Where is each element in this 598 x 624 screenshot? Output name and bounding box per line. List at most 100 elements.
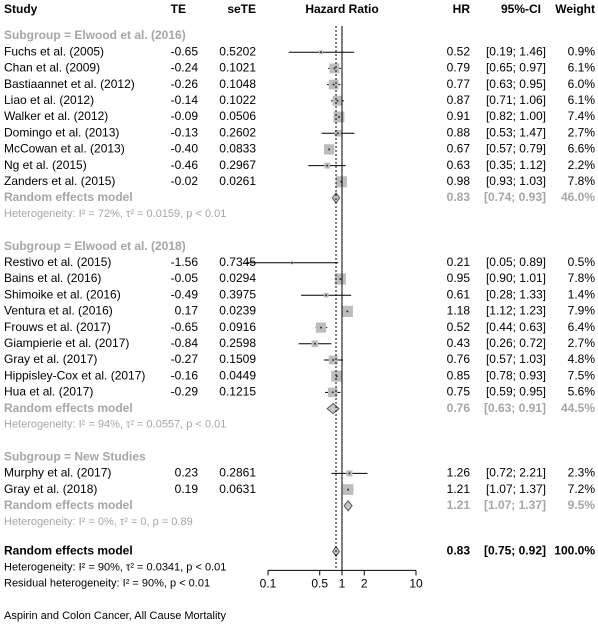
- study-sete: 0.1021: [219, 61, 256, 75]
- heterogeneity: Heterogeneity: I² = 94%, τ² = 0.0557, p …: [4, 419, 226, 431]
- study-sete: 0.2861: [219, 466, 256, 480]
- study-point: [319, 326, 322, 329]
- study-name: Shimoike et al. (2016): [4, 287, 121, 301]
- study-name: Zanders et al. (2015): [4, 174, 115, 188]
- study-hr: 0.95: [447, 271, 471, 285]
- study-sete: 0.2967: [219, 158, 256, 172]
- header-weight: Weight: [555, 2, 595, 16]
- subgroup-title: Subgroup = Elwood et al. (2018): [4, 239, 186, 253]
- summary-diamond: [343, 499, 353, 512]
- study-name: Ng et al. (2015): [4, 158, 87, 172]
- study-weight: 1.4%: [568, 287, 596, 301]
- study-te: 0.17: [175, 304, 199, 318]
- study-te: -0.05: [171, 271, 199, 285]
- study-point: [290, 261, 293, 264]
- study-weight: 6.1%: [568, 61, 596, 75]
- study-weight: 6.6%: [568, 142, 596, 156]
- study-te: -0.29: [171, 385, 199, 399]
- summary-label: Random effects model: [4, 190, 133, 204]
- study-ci: [0.26; 0.72]: [486, 336, 546, 350]
- study-te: -0.16: [171, 368, 199, 382]
- study-sete: 0.0631: [219, 482, 256, 496]
- summary-ci: [0.74; 0.93]: [484, 190, 546, 204]
- study-name: Fuchs et al. (2005): [4, 44, 104, 58]
- study-point: [336, 132, 339, 135]
- x-tick-label: 2: [361, 577, 368, 591]
- study-ci: [1.07; 1.37]: [486, 482, 546, 496]
- caption: Aspirin and Colon Cancer, All Cause Mort…: [4, 610, 226, 622]
- study-point: [348, 472, 351, 475]
- summary-ci: [0.75; 0.92]: [484, 544, 546, 558]
- study-te: -0.40: [171, 142, 199, 156]
- study-weight: 5.6%: [568, 385, 596, 399]
- study-ci: [0.71; 1.06]: [486, 93, 546, 107]
- study-name: Domingo et al. (2013): [4, 125, 119, 139]
- study-sete: 0.0294: [219, 271, 256, 285]
- study-hr: 0.87: [447, 93, 471, 107]
- residual-heterogeneity: Residual heterogeneity: I² = 90%, p < 0.…: [4, 578, 210, 590]
- study-ci: [0.93; 1.03]: [486, 174, 546, 188]
- study-name: Gray et al. (2017): [4, 352, 97, 366]
- study-hr: 0.52: [447, 320, 471, 334]
- study-weight: 6.1%: [568, 93, 596, 107]
- summary-hr: 0.83: [447, 544, 471, 558]
- study-sete: 0.1215: [219, 385, 256, 399]
- study-ci: [0.57; 0.79]: [486, 142, 546, 156]
- study-te: -0.13: [171, 125, 199, 139]
- study-ci: [0.53; 1.47]: [486, 125, 546, 139]
- study-ci: [1.12; 1.23]: [486, 304, 546, 318]
- study-ci: [0.28; 1.33]: [486, 287, 546, 301]
- study-point: [337, 116, 340, 118]
- study-te: -0.24: [171, 61, 199, 75]
- x-tick-label: 0.5: [311, 577, 328, 591]
- study-sete: 0.1509: [219, 352, 256, 366]
- study-ci: [0.63; 0.95]: [486, 77, 546, 91]
- study-name: Giampierie et al. (2017): [4, 336, 129, 350]
- study-name: Gray et al. (2018): [4, 482, 97, 496]
- study-te: -0.09: [171, 109, 199, 123]
- x-tick-label: 10: [409, 577, 423, 591]
- summary-label: Random effects model: [4, 401, 133, 415]
- study-point: [326, 164, 329, 167]
- study-hr: 0.85: [447, 368, 471, 382]
- subgroup-title: Subgroup = New Studies: [4, 449, 146, 463]
- summary-diamond: [326, 402, 340, 415]
- summary-label: Random effects model: [4, 544, 133, 558]
- summary-weight: 9.5%: [568, 498, 596, 512]
- study-hr: 0.77: [447, 77, 471, 91]
- study-name: Frouws et al. (2017): [4, 320, 111, 334]
- study-weight: 2.2%: [568, 158, 596, 172]
- study-weight: 6.4%: [568, 320, 596, 334]
- study-weight: 7.2%: [568, 482, 596, 496]
- study-point: [328, 148, 331, 151]
- heterogeneity: Heterogeneity: I² = 0%, τ² = 0, p = 0.89: [4, 516, 193, 528]
- summary-hr: 0.83: [447, 190, 471, 204]
- study-point: [339, 278, 342, 280]
- study-hr: 1.21: [447, 482, 471, 496]
- summary-weight: 44.5%: [561, 401, 595, 415]
- study-hr: 0.63: [447, 158, 471, 172]
- study-name: Hippisley-Cox et al. (2017): [4, 368, 145, 382]
- summary-weight: 46.0%: [561, 190, 595, 204]
- study-hr: 0.61: [447, 287, 471, 301]
- study-name: Ventura et al. (2016): [4, 304, 113, 318]
- study-name: Restivo et al. (2015): [4, 255, 111, 269]
- study-sete: 0.0239: [219, 304, 256, 318]
- study-hr: 0.79: [447, 61, 471, 75]
- study-ci: [0.05; 0.89]: [486, 255, 546, 269]
- study-hr: 1.26: [447, 466, 471, 480]
- study-name: Hua et al. (2017): [4, 385, 93, 399]
- study-ci: [0.57; 1.03]: [486, 352, 546, 366]
- study-te: -0.14: [171, 93, 199, 107]
- study-name: Chan et al. (2009): [4, 61, 100, 75]
- study-ci: [0.72; 2.21]: [486, 466, 546, 480]
- study-ci: [0.82; 1.00]: [486, 109, 546, 123]
- study-point: [333, 67, 336, 70]
- summary-hr: 1.21: [447, 498, 471, 512]
- header-te: TE: [171, 2, 186, 16]
- header-hr: HR: [453, 2, 471, 16]
- study-te: -1.56: [171, 255, 199, 269]
- subgroup-title: Subgroup = Elwood et al. (2016): [4, 28, 186, 42]
- study-sete: 0.1048: [219, 77, 256, 91]
